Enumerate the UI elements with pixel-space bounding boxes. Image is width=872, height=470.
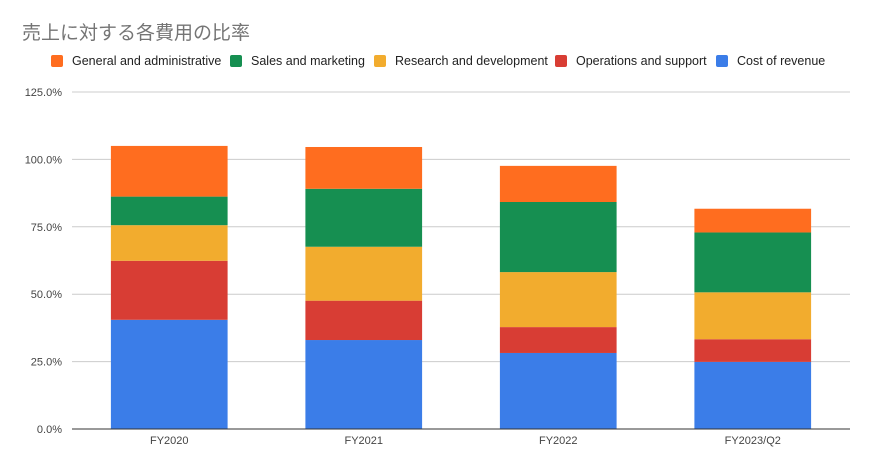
- bar-operations-and-support: [305, 300, 423, 341]
- bar-operations-and-support: [499, 327, 617, 353]
- bar-general-and-administrative: [694, 208, 812, 233]
- bar-operations-and-support: [694, 339, 812, 362]
- y-tick-label: 100.0%: [25, 154, 63, 166]
- x-tick-label: FY2023/Q2: [725, 435, 781, 447]
- bar-cost-of-revenue: [694, 361, 812, 429]
- x-tick-label: FY2022: [539, 435, 578, 447]
- bar-sales-and-marketing: [305, 188, 423, 247]
- legend-swatch-cost-of-revenue: [716, 55, 728, 67]
- bar-cost-of-revenue: [110, 319, 228, 429]
- legend-label-research-and-development: Research and development: [395, 54, 548, 68]
- y-tick-label: 50.0%: [31, 289, 62, 301]
- bar-sales-and-marketing: [499, 201, 617, 273]
- bar-research-and-development: [499, 272, 617, 328]
- legend-label-operations-and-support: Operations and support: [576, 54, 707, 68]
- legend-item-sales-and-marketing: Sales and marketing: [230, 54, 365, 68]
- bar-operations-and-support: [110, 260, 228, 320]
- legend-label-cost-of-revenue: Cost of revenue: [737, 54, 826, 68]
- y-tick-label: 125.0%: [25, 87, 63, 99]
- legend-swatch-operations-and-support: [555, 55, 567, 67]
- legend-item-general-and-administrative: General and administrative: [51, 54, 221, 68]
- bar-sales-and-marketing: [694, 232, 812, 293]
- legend-label-general-and-administrative: General and administrative: [72, 54, 222, 68]
- bar-cost-of-revenue: [499, 352, 617, 429]
- y-tick-label: 75.0%: [31, 222, 62, 234]
- bar-sales-and-marketing: [110, 196, 228, 226]
- bar-general-and-administrative: [110, 145, 228, 197]
- legend-item-operations-and-support: Operations and support: [555, 54, 707, 68]
- legend-swatch-general-and-administrative: [51, 55, 63, 67]
- legend-swatch-sales-and-marketing: [230, 55, 242, 67]
- bar-general-and-administrative: [499, 165, 617, 202]
- bar-research-and-development: [694, 292, 812, 340]
- legend: General and administrative Sales and mar…: [0, 54, 872, 74]
- y-tick-label: 25.0%: [31, 357, 62, 369]
- bar-cost-of-revenue: [305, 340, 423, 429]
- chart-title: 売上に対する各費用の比率: [22, 23, 251, 44]
- legend-label-sales-and-marketing: Sales and marketing: [251, 54, 365, 68]
- legend-item-research-and-development: Research and development: [374, 54, 548, 68]
- x-tick-label: FY2020: [150, 435, 189, 447]
- x-tick-label: FY2021: [344, 435, 383, 447]
- bar-research-and-development: [110, 225, 228, 261]
- legend-swatch-research-and-development: [374, 55, 386, 67]
- y-tick-label: 0.0%: [37, 424, 62, 436]
- bar-research-and-development: [305, 246, 423, 301]
- legend-item-cost-of-revenue: Cost of revenue: [716, 54, 825, 68]
- bar-general-and-administrative: [305, 146, 423, 189]
